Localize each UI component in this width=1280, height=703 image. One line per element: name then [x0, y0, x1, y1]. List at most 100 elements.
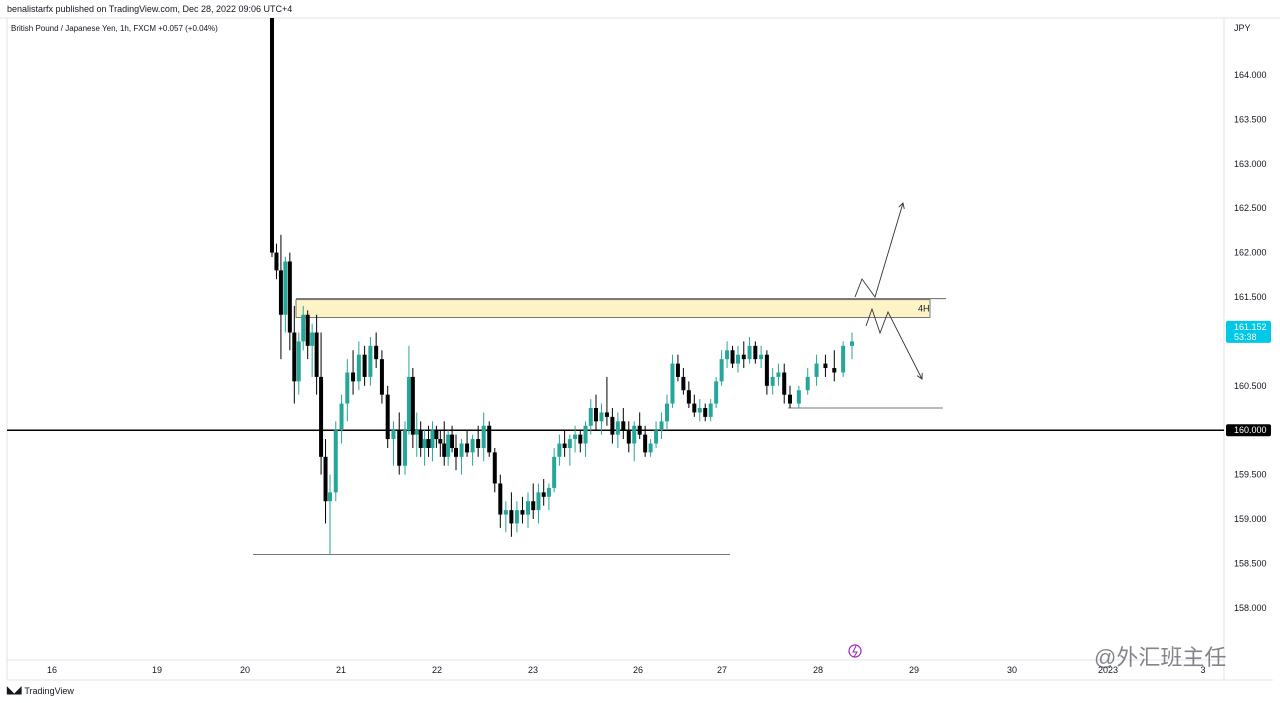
key-level-label: 160.000 — [1234, 425, 1267, 435]
y-tick-label: 164.000 — [1234, 70, 1267, 80]
candle-body — [514, 510, 519, 524]
y-tick-label: 163.500 — [1234, 114, 1267, 124]
candle-body — [536, 492, 541, 511]
candle-body — [648, 443, 653, 453]
projection-arrowhead — [916, 372, 923, 380]
candle-body — [406, 376, 411, 431]
y-tick-label: 159.500 — [1234, 470, 1267, 480]
candle-body — [351, 372, 356, 382]
publish-info: benalistarfx published on TradingView.co… — [7, 4, 293, 14]
candle-body — [526, 501, 530, 515]
candle-body — [438, 439, 443, 444]
y-tick-label: 159.000 — [1234, 514, 1267, 524]
candle-body — [362, 354, 367, 377]
candle-body — [339, 403, 344, 431]
y-tick-label: 162.000 — [1234, 248, 1267, 258]
candle-body — [450, 434, 455, 448]
y-tick-label: 163.000 — [1234, 159, 1267, 169]
lightning-icon — [848, 644, 862, 658]
x-tick-label: 30 — [1007, 665, 1017, 675]
candle-body — [323, 456, 328, 502]
y-tick-label: 158.500 — [1234, 558, 1267, 568]
candle-body — [725, 350, 730, 360]
symbol-info: British Pound / Japanese Yen, 1h, FXCM +… — [11, 24, 218, 33]
tradingview-logo-icon: ◣◢ — [7, 685, 21, 696]
candle-body — [583, 425, 588, 444]
candle-body — [562, 443, 567, 448]
tradingview-brand: ◣◢ TradingView — [7, 685, 74, 696]
candle-body — [703, 408, 708, 417]
tradingview-brand-label: TradingView — [24, 685, 74, 696]
candle-body — [796, 390, 801, 404]
candle-body — [823, 363, 828, 369]
candle-body — [368, 345, 373, 377]
candles-group — [270, 18, 854, 555]
candle-body — [782, 372, 787, 395]
candle-body — [356, 354, 361, 382]
candle-body — [509, 510, 514, 524]
candle-body — [430, 430, 435, 448]
candle-body — [670, 363, 675, 404]
candle-body — [270, 18, 274, 253]
y-tick-label: 161.500 — [1234, 292, 1267, 302]
candle-body — [278, 270, 283, 315]
currency-label: JPY — [1234, 23, 1251, 33]
candle-body — [741, 354, 746, 360]
candle-body — [391, 430, 396, 440]
candle-body — [759, 354, 764, 360]
candle-body — [541, 492, 546, 497]
projection-path — [854, 202, 904, 299]
candle-body — [681, 376, 686, 391]
candle-body — [615, 421, 620, 435]
candle-body — [686, 390, 691, 404]
candle-body — [274, 252, 279, 271]
candle-body — [552, 456, 557, 488]
candle-body — [736, 354, 740, 364]
candle-body — [283, 261, 288, 315]
candle-body — [643, 434, 648, 453]
current-price-label: 161.152 — [1234, 322, 1267, 332]
candle-body — [498, 483, 503, 515]
x-tick-label: 21 — [336, 665, 346, 675]
candle-body — [345, 372, 350, 404]
x-tick-label: 23 — [528, 665, 538, 675]
candle-body — [654, 430, 659, 444]
candle-body — [442, 443, 447, 457]
x-tick-label: 3 — [1200, 665, 1205, 675]
y-tick-label: 162.500 — [1234, 203, 1267, 213]
y-tick-label: 158.000 — [1234, 603, 1267, 613]
x-tick-label: 20 — [240, 665, 250, 675]
candle-body — [414, 430, 419, 435]
x-tick-label: 27 — [717, 665, 727, 675]
candle-body — [418, 430, 423, 448]
x-tick-label: 29 — [909, 665, 919, 675]
candle-body — [805, 376, 810, 391]
candle-body — [403, 430, 407, 466]
candle-body — [788, 394, 792, 404]
candle-body — [764, 354, 769, 386]
candle-body — [446, 434, 451, 457]
candle-body — [841, 345, 846, 373]
candle-body — [454, 447, 458, 457]
candle-body — [719, 359, 724, 382]
candle-body — [578, 434, 583, 444]
candle-body — [296, 341, 301, 382]
time-axis-ticks: 16 19 20 21 22 23 26 27 28 29 30 2023 3 — [47, 665, 1206, 675]
candle-body — [520, 510, 525, 515]
countdown-label: 53:38 — [1234, 332, 1257, 342]
candle-body — [573, 434, 578, 440]
chart-drawings: 4H — [7, 202, 1224, 556]
candle-body — [708, 403, 713, 417]
candle-body — [730, 350, 735, 364]
candle-body — [659, 421, 664, 431]
candle-body — [697, 408, 702, 413]
candle-body — [599, 412, 604, 422]
candle-body — [814, 363, 819, 377]
candle-body — [776, 372, 781, 377]
candle-body — [594, 408, 598, 422]
candle-body — [546, 487, 551, 497]
candle-body — [333, 430, 338, 493]
candle-body — [470, 439, 475, 453]
candle-body — [487, 425, 492, 453]
